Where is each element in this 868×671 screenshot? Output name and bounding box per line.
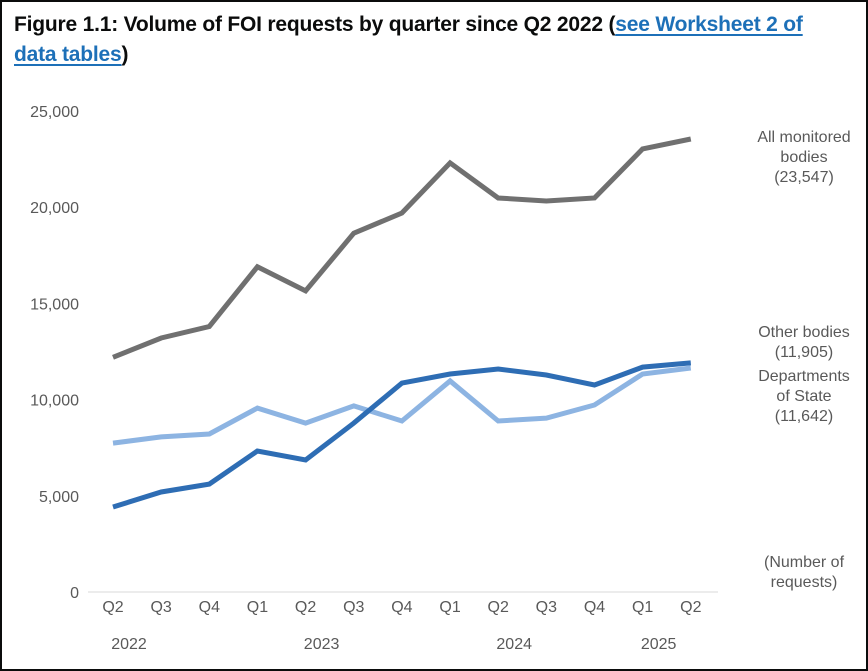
figure-title-suffix: ) [121,43,129,66]
series-label-departments-of-state: Departments of State (11,642) [758,368,850,425]
x-tick-label: Q1 [439,599,460,616]
x-tick-label: Q1 [247,599,268,616]
x-tick-label: Q4 [584,599,605,616]
year-label: 2022 [111,636,147,653]
x-tick-label: Q4 [199,599,220,616]
y-tick-label: 20,000 [30,200,79,217]
series-label-all-monitored-bodies: All monitored bodies (23,547) [757,129,850,186]
x-axis: Q2 Q3 Q4 Q1 Q2 Q3 Q4 Q1 Q2 Q3 Q4 Q1 Q2 2022 2023 2024 20… [88,591,718,653]
x-tick-label: Q2 [488,599,509,616]
figure-title: Figure 1.1: Volume of FOI requests by qu… [14,10,844,70]
series-lines [112,136,692,510]
series-label-other-bodies: Other bodies (11,905) [758,324,850,361]
y-tick-label: 15,000 [30,296,79,313]
y-tick-label: 0 [70,585,79,602]
year-label: 2024 [496,636,532,653]
series-line-departments-of-state [112,365,692,446]
x-tick-label: Q2 [295,599,316,616]
y-tick-label: 25,000 [30,104,79,121]
y-tick-label: 10,000 [30,393,79,410]
y-tick-label: 5,000 [39,489,79,506]
x-tick-label: Q4 [391,599,412,616]
x-tick-label: Q3 [536,599,557,616]
x-tick-label: Q3 [343,599,364,616]
series-line-all-monitored-bodies [112,136,692,360]
unit-note: (Number of requests) [764,554,845,591]
x-tick-label: Q1 [632,599,653,616]
series-labels: All monitored bodies (23,547) Other bodies(… [757,129,850,591]
worksheet-link[interactable]: see Worksheet 2 of data tables [14,13,803,66]
x-tick-label: Q3 [150,599,171,616]
series-line-other-bodies [112,360,692,510]
x-tick-label: Q2 [680,599,701,616]
figure-title-text: Figure 1.1: Volume of FOI requests by qu… [14,13,616,36]
x-tick-label: Q2 [102,599,123,616]
y-axis: 0 5,000 10,000 15,000 20,000 25,000 [30,104,79,602]
year-label: 2023 [304,636,340,653]
year-label: 2025 [641,636,677,653]
